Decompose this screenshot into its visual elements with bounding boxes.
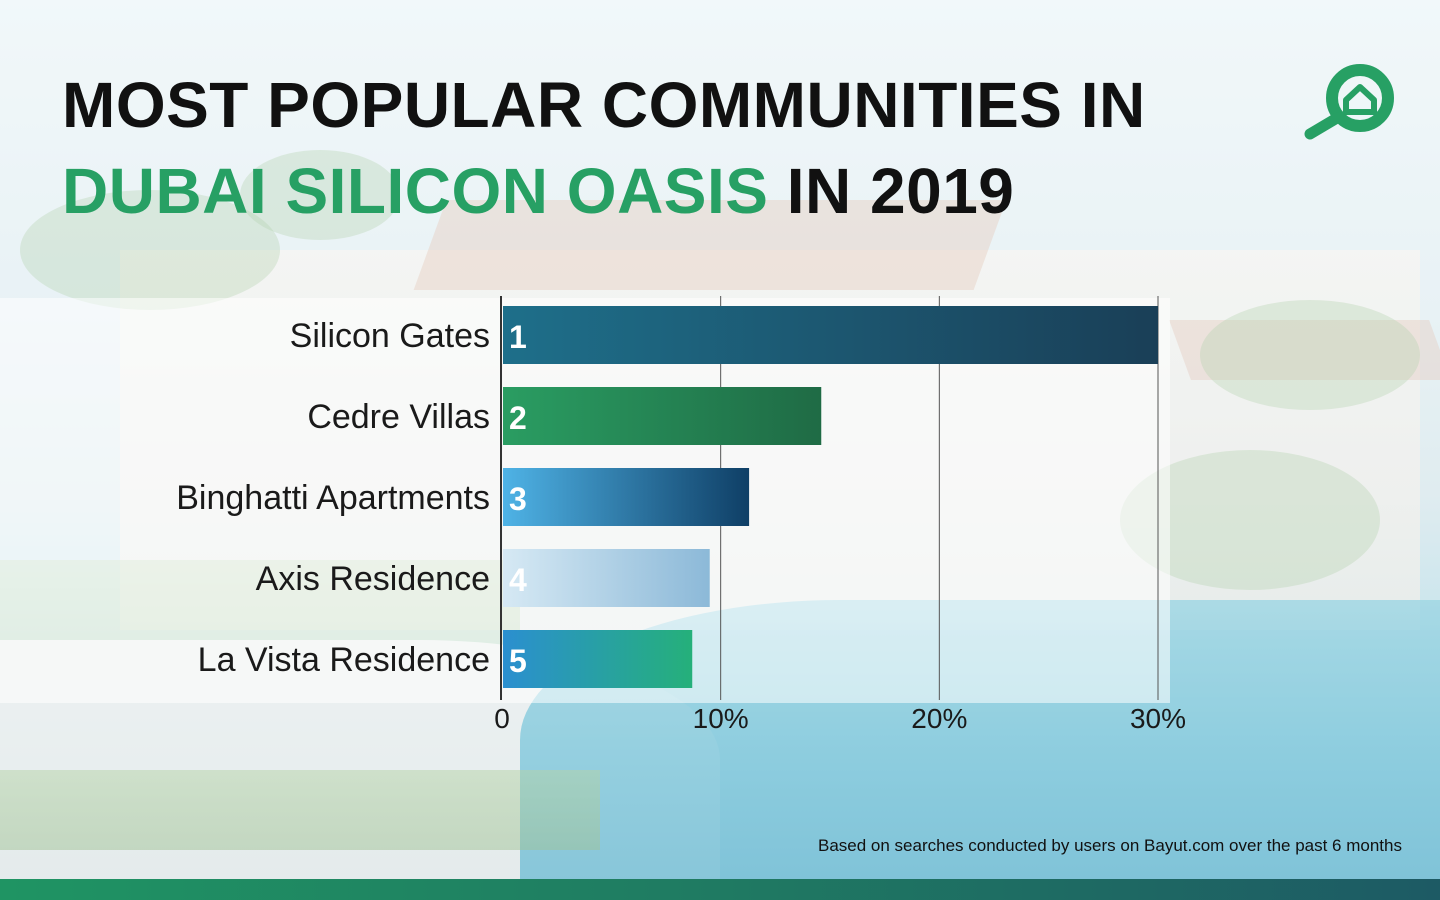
palm-shape [20,190,280,310]
palm-shape [1200,300,1420,410]
rank-label: 5 [509,643,527,679]
bar-5 [503,630,693,688]
page-title: MOST POPULAR COMMUNITIES IN DUBAI SILICO… [62,62,1146,234]
category-label: Silicon Gates [290,317,490,355]
search-house-icon [1304,64,1394,140]
x-tick-label: 10% [693,703,749,734]
title-line2-rest: IN 2019 [768,155,1015,227]
category-label: La Vista Residence [198,641,490,679]
footer-bar [0,879,1440,900]
x-tick-label: 20% [911,703,967,734]
bar-4 [503,549,710,607]
x-tick-label: 30% [1130,703,1186,734]
lawn-shape-front [0,770,600,850]
bar-2 [503,387,822,445]
bar-3 [503,468,750,526]
category-label: Axis Residence [256,560,490,598]
rank-label: 2 [509,400,527,436]
category-label: Cedre Villas [307,398,490,436]
rank-label: 4 [509,562,527,598]
category-label: Binghatti Apartments [176,479,490,517]
footnote: Based on searches conducted by users on … [817,836,1402,855]
x-tick-label: 0 [494,703,510,734]
rank-label: 1 [509,319,527,355]
title-accent: DUBAI SILICON OASIS [62,155,769,227]
title-line1: MOST POPULAR COMMUNITIES IN [62,69,1146,141]
bar-1 [503,306,1158,364]
palm-shape [240,150,400,240]
rank-label: 3 [509,481,527,517]
